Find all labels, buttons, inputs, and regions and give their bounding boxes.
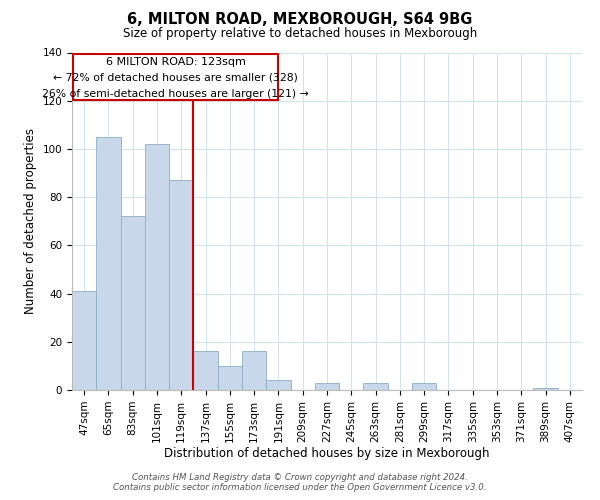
Text: 6, MILTON ROAD, MEXBOROUGH, S64 9BG: 6, MILTON ROAD, MEXBOROUGH, S64 9BG	[127, 12, 473, 28]
Bar	[169, 180, 193, 390]
Text: Contains HM Land Registry data © Crown copyright and database right 2024.
Contai: Contains HM Land Registry data © Crown c…	[113, 473, 487, 492]
Bar	[242, 352, 266, 390]
Bar	[315, 383, 339, 390]
Bar	[364, 383, 388, 390]
X-axis label: Distribution of detached houses by size in Mexborough: Distribution of detached houses by size …	[164, 448, 490, 460]
Bar	[96, 137, 121, 390]
Bar	[145, 144, 169, 390]
Text: 6 MILTON ROAD: 123sqm: 6 MILTON ROAD: 123sqm	[106, 58, 246, 68]
Text: 26% of semi-detached houses are larger (121) →: 26% of semi-detached houses are larger (…	[43, 88, 309, 99]
Y-axis label: Number of detached properties: Number of detached properties	[24, 128, 37, 314]
Bar	[193, 352, 218, 390]
Bar	[412, 383, 436, 390]
Bar	[218, 366, 242, 390]
Bar	[266, 380, 290, 390]
Bar	[72, 291, 96, 390]
Bar	[121, 216, 145, 390]
FancyBboxPatch shape	[73, 54, 278, 100]
Bar	[533, 388, 558, 390]
Text: ← 72% of detached houses are smaller (328): ← 72% of detached houses are smaller (32…	[53, 73, 298, 83]
Text: Size of property relative to detached houses in Mexborough: Size of property relative to detached ho…	[123, 28, 477, 40]
